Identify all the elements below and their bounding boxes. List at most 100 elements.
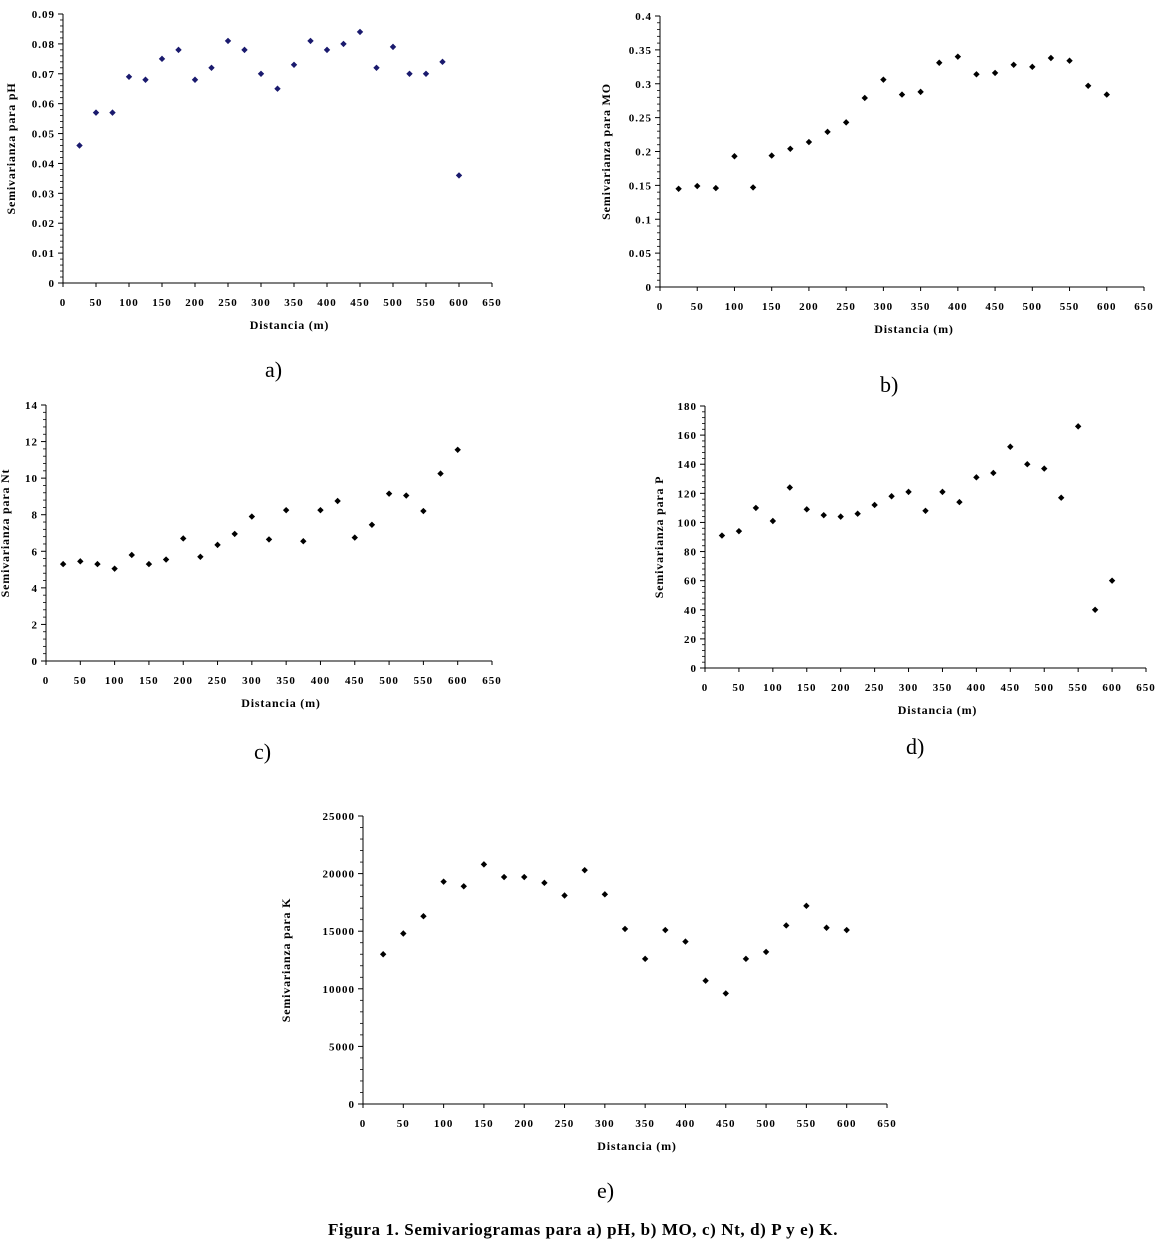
data-point-c — [248, 513, 256, 520]
data-point-e — [400, 930, 407, 937]
data-point-a — [422, 70, 430, 77]
x-tick-label-d: 300 — [899, 682, 919, 694]
data-point-c — [385, 490, 393, 497]
data-point-e — [581, 866, 588, 874]
data-point-b — [954, 53, 962, 60]
y-tick-label-d: 120 — [678, 488, 698, 500]
data-point-d — [837, 513, 844, 520]
data-point-c — [454, 446, 461, 453]
y-tick-label-d: 100 — [678, 517, 698, 529]
data-point-d — [718, 532, 726, 539]
x-tick-label-b: 50 — [691, 301, 704, 313]
data-point-c — [111, 565, 118, 572]
x-axis-title-b: Distancia (m) — [874, 322, 953, 336]
data-point-c — [368, 521, 376, 528]
y-tick-label-d: 60 — [684, 576, 697, 588]
data-point-a — [142, 76, 149, 83]
data-point-c — [351, 534, 358, 541]
data-point-a — [76, 142, 83, 149]
x-tick-label-b: 650 — [1134, 301, 1154, 313]
data-point-c — [197, 553, 204, 560]
data-point-a — [373, 64, 380, 71]
data-point-c — [403, 492, 410, 499]
data-point-b — [991, 69, 999, 77]
data-point-d — [1041, 465, 1048, 472]
data-point-d — [905, 488, 912, 496]
data-point-a — [290, 61, 298, 69]
x-tick-label-d: 50 — [732, 682, 745, 694]
y-tick-label-d: 140 — [678, 459, 698, 471]
x-tick-label-e: 500 — [756, 1118, 776, 1130]
data-point-b — [1103, 91, 1110, 98]
x-tick-label-e: 200 — [514, 1118, 534, 1130]
data-point-a — [356, 28, 364, 36]
y-axis-title-d: Semivarianza para P — [652, 476, 666, 599]
y-tick-label-e: 25000 — [323, 811, 356, 823]
y-tick-label-b: 0.05 — [629, 248, 652, 260]
data-point-c — [145, 560, 153, 568]
x-tick-label-e: 550 — [797, 1118, 817, 1130]
data-point-e — [762, 948, 770, 956]
x-tick-label-e: 450 — [716, 1118, 736, 1130]
data-point-d — [752, 504, 760, 512]
data-point-d — [1024, 461, 1031, 468]
x-tick-label-d: 550 — [1068, 682, 1088, 694]
y-tick-label-b: 0 — [646, 282, 653, 294]
data-point-b — [973, 71, 980, 78]
x-tick-label-b: 500 — [1023, 301, 1043, 313]
data-point-e — [803, 902, 810, 910]
data-point-d — [956, 498, 963, 506]
x-tick-label-d: 200 — [831, 682, 851, 694]
data-point-d — [1007, 443, 1014, 450]
x-tick-label-c: 500 — [379, 675, 399, 687]
data-point-b — [1029, 63, 1036, 71]
data-point-c — [282, 506, 290, 514]
data-point-b — [712, 184, 720, 192]
x-tick-label-a: 500 — [383, 297, 403, 309]
x-tick-label-b: 550 — [1060, 301, 1080, 313]
y-tick-label-c: 2 — [32, 619, 39, 631]
y-tick-label-a: 0.06 — [32, 99, 55, 111]
data-point-e — [742, 955, 750, 963]
x-tick-label-d: 650 — [1136, 682, 1156, 694]
x-tick-label-b: 300 — [874, 301, 894, 313]
data-point-b — [917, 88, 924, 96]
data-point-c — [265, 536, 273, 543]
x-tick-label-e: 0 — [360, 1118, 367, 1130]
data-point-a — [455, 172, 463, 179]
data-point-c — [94, 560, 101, 568]
x-tick-label-a: 50 — [90, 297, 103, 309]
data-point-c — [214, 541, 221, 549]
x-tick-label-e: 400 — [676, 1118, 696, 1130]
data-point-c — [180, 535, 187, 542]
panel-label-a: a) — [265, 357, 283, 382]
x-tick-label-c: 400 — [311, 675, 331, 687]
y-tick-label-c: 12 — [25, 437, 38, 449]
data-point-b — [768, 152, 775, 159]
y-axis-title-a: Semivarianza para pH — [4, 83, 18, 215]
data-point-b — [880, 76, 887, 83]
data-point-e — [722, 990, 729, 997]
x-tick-label-d: 250 — [865, 682, 885, 694]
y-tick-label-b: 0.4 — [635, 11, 652, 23]
y-tick-label-c: 8 — [32, 510, 39, 522]
x-tick-label-d: 150 — [797, 682, 817, 694]
data-point-a — [109, 109, 116, 116]
data-point-d — [854, 510, 861, 517]
data-point-b — [675, 185, 682, 192]
data-point-e — [783, 922, 790, 929]
x-tick-label-a: 250 — [218, 297, 238, 309]
x-axis-title-a: Distancia (m) — [250, 318, 329, 332]
y-tick-label-a: 0.03 — [32, 188, 55, 200]
data-point-e — [500, 873, 508, 881]
x-tick-label-e: 650 — [877, 1118, 897, 1130]
data-point-a — [158, 55, 166, 63]
x-tick-label-a: 350 — [284, 297, 304, 309]
data-point-e — [682, 938, 689, 945]
x-tick-label-c: 50 — [74, 675, 87, 687]
data-point-b — [936, 59, 943, 66]
